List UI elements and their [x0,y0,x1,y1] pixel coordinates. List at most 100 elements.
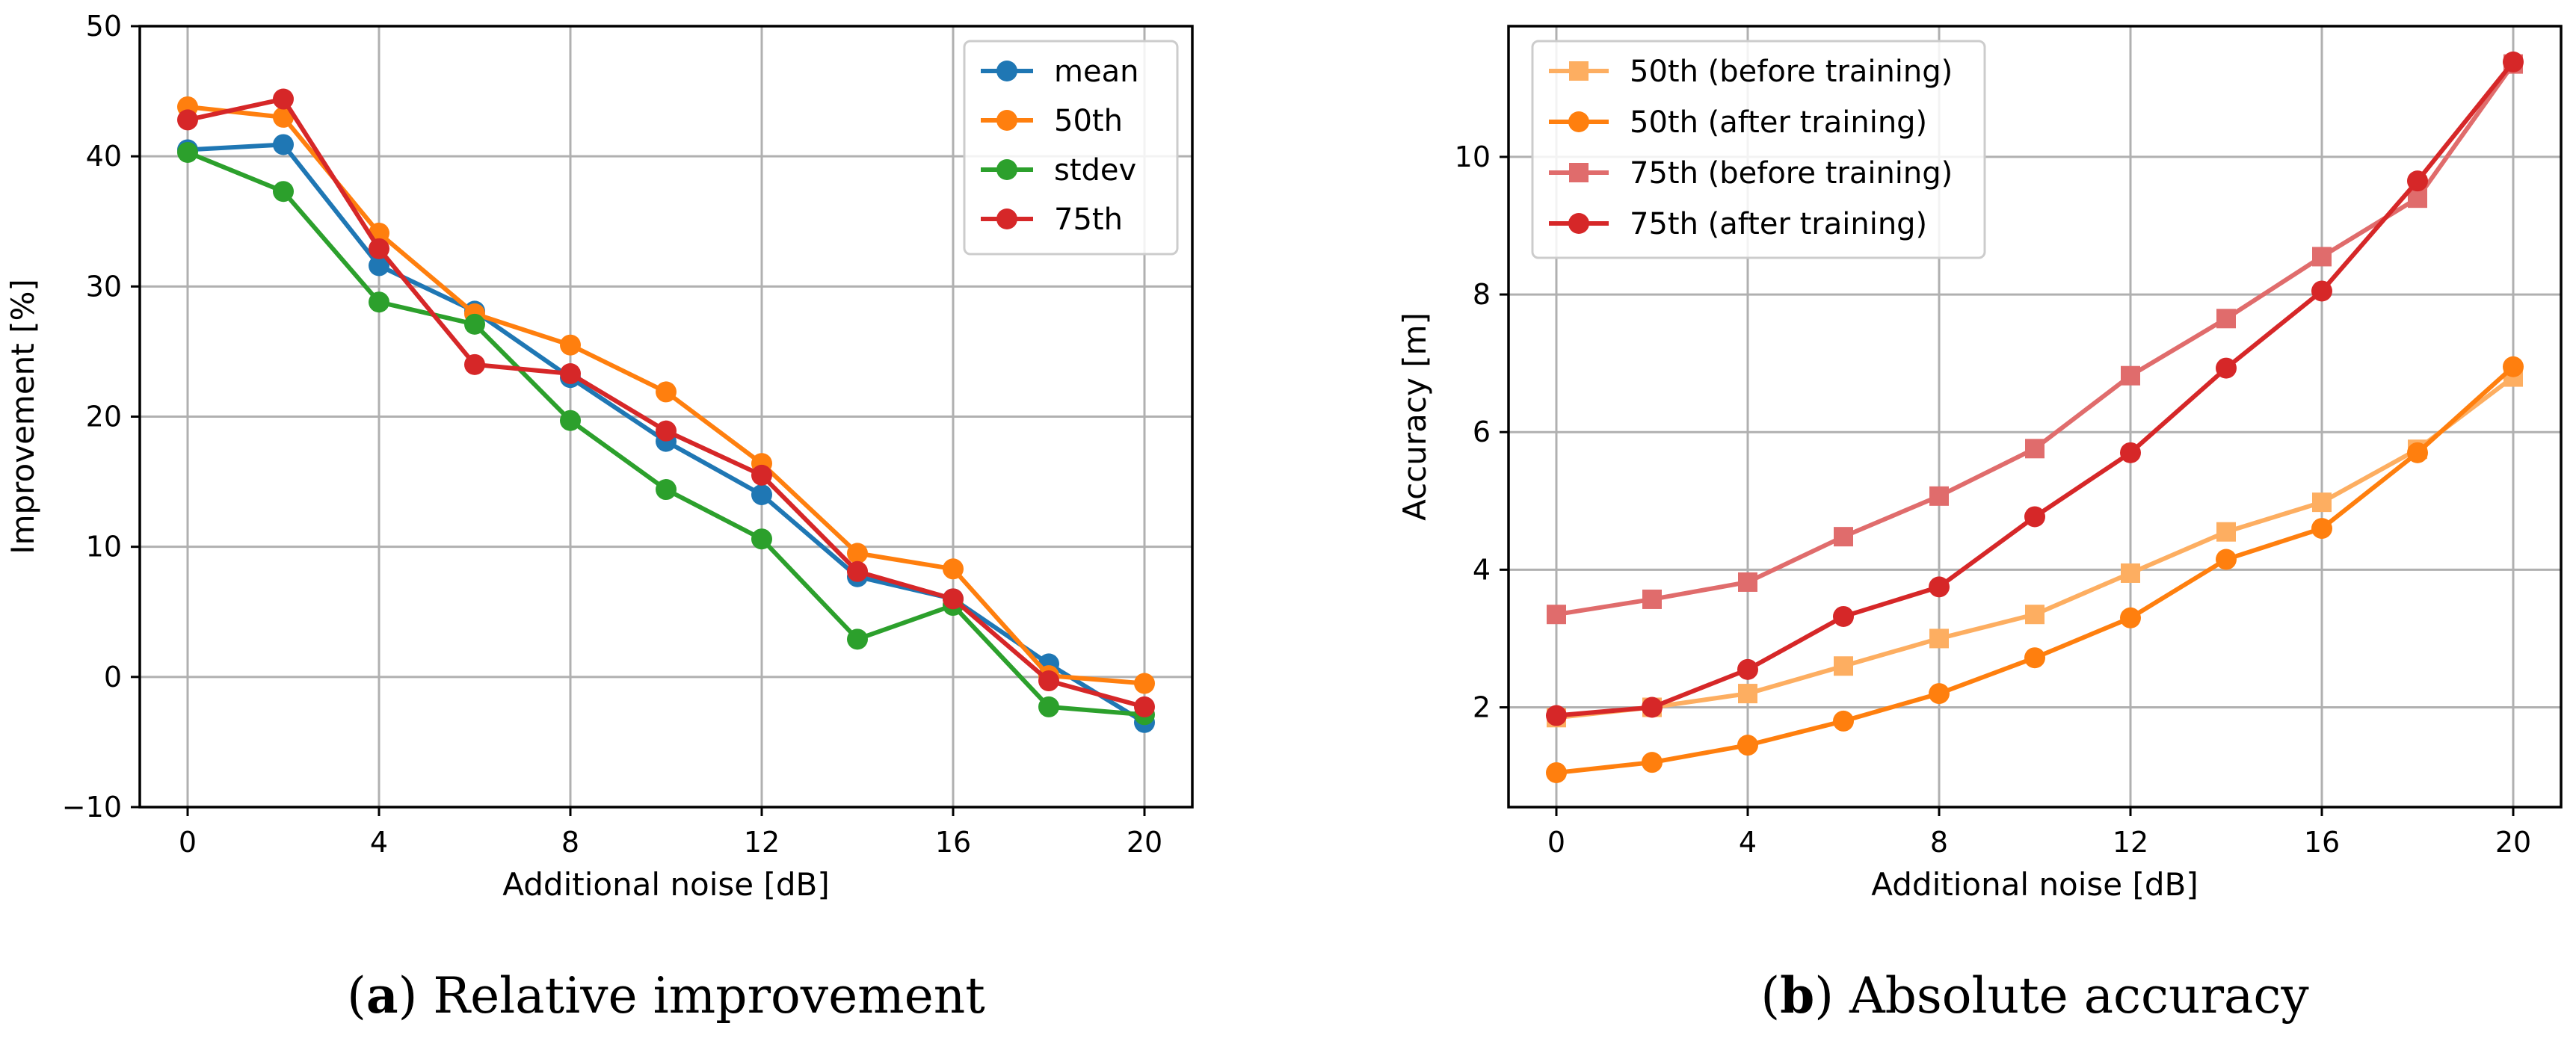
legend-label: 75th [1054,203,1123,237]
data-point [1134,673,1155,694]
series-75th-after-training- [1546,51,2524,726]
legend-label: 75th (after training) [1630,207,1927,241]
data-point [1642,589,1662,609]
data-point [2312,247,2332,267]
legend-label: mean [1054,55,1138,89]
data-point [2024,506,2045,528]
legend-marker [996,110,1017,131]
data-point [2216,549,2237,570]
data-point [1833,605,1854,627]
legend: mean 50th stdev 75th [963,40,1179,256]
x-axis-label: Additional noise [dB] [1871,866,2198,903]
legend-marker [996,208,1017,229]
y-tick-label: 6 [1473,416,1491,448]
data-point [2121,563,2140,583]
x-tick-label: 16 [935,826,971,859]
data-point [273,106,294,128]
y-tick-label: −10 [62,791,122,824]
caption-letter: a [366,966,398,1025]
data-point [1738,684,1757,704]
y-axis-label: Accuracy [m] [1396,312,1433,521]
x-tick-label: 20 [2495,826,2531,859]
legend-item: 75th (after training) [1549,207,1927,241]
data-point [1833,710,1854,732]
y-tick-label: 10 [1455,140,1491,173]
data-point [560,363,581,385]
legend-marker [1568,213,1589,234]
y-tick-label: 30 [86,270,122,303]
plot-frame [1507,25,2563,809]
data-point [273,181,294,203]
panel-caption: (b) Absolute accuracy [1760,966,2309,1025]
x-axis-label: Additional noise [dB] [502,866,830,903]
data-point [1038,670,1059,692]
data-point [2216,357,2237,379]
legend-marker [1568,111,1589,132]
y-tick-label: 20 [86,401,122,433]
data-point [751,464,772,486]
data-point [2311,518,2332,540]
legend-item: 50th (after training) [1549,105,1927,140]
data-point [943,588,964,610]
data-point [2120,442,2141,463]
data-point [1834,656,1853,676]
data-point [2024,647,2045,669]
data-point [369,291,389,313]
legend-box [963,40,1179,256]
data-point [847,560,868,582]
x-tick-label: 8 [561,826,579,859]
data-point [2025,439,2045,459]
data-point [2503,356,2524,377]
data-point [1834,527,1853,547]
caption-text: Absolute accuracy [1849,967,2309,1025]
x-tick-label: 4 [1739,826,1757,859]
data-point [2407,442,2428,463]
caption-paren-open: ( [347,967,366,1025]
data-point [1546,762,1567,783]
legend-item: 75th (before training) [1549,156,1953,191]
y-tick-label: 10 [86,531,122,563]
legend-label: 50th (before training) [1630,55,1953,89]
data-point [2216,522,2236,542]
data-point [656,479,677,501]
data-point [1929,576,1950,598]
data-point [1134,696,1155,717]
data-point [656,420,677,442]
legend-marker [1569,61,1589,81]
y-tick-label: 0 [104,661,122,694]
legend-box [1531,40,1986,259]
x-tick-label: 12 [744,826,780,859]
data-point [177,141,198,163]
legend-marker [996,61,1017,81]
series-75th [177,88,1155,717]
legend-label: stdev [1054,153,1136,188]
data-point [1929,486,1949,506]
data-point [1642,752,1663,773]
caption-paren-close: ) [398,967,434,1025]
data-point [2216,309,2236,329]
data-point [847,628,868,650]
data-point [560,334,581,356]
y-tick-label: 2 [1473,691,1491,723]
legend-item: stdev [981,153,1136,188]
y-tick-label: 40 [86,140,122,173]
panel-caption: (a) Relative improvement [347,966,985,1025]
data-point [2121,365,2140,386]
data-point [2312,492,2332,513]
data-point [1929,628,1949,649]
data-point [464,353,485,375]
x-tick-label: 0 [1547,826,1565,859]
data-point [1738,572,1757,592]
data-point [273,134,294,155]
legend-label: 75th (before training) [1630,156,1953,191]
caption-letter: b [1780,966,1814,1025]
data-point [177,109,198,131]
caption-paren-close: ) [1814,967,1849,1025]
x-tick-label: 20 [1127,826,1162,859]
data-point [751,528,772,550]
legend-item: 50th [981,104,1123,138]
x-tick-label: 0 [179,826,197,859]
series-50th-before-training- [1547,367,2523,728]
legend-marker [1569,163,1589,182]
